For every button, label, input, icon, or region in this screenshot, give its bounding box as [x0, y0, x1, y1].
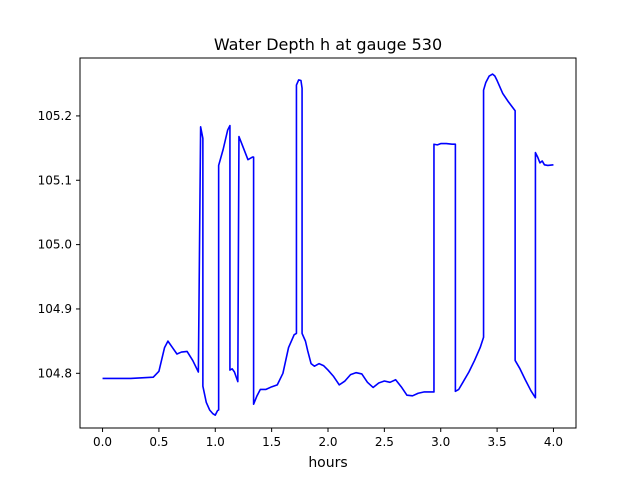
x-tick-label: 2.0	[318, 435, 337, 449]
x-tick-label: 0.0	[93, 435, 112, 449]
series-line	[102, 73, 554, 416]
plot-frame	[79, 57, 577, 429]
y-tick-label: 105.2	[38, 109, 72, 123]
y-tick-label: 104.9	[38, 302, 72, 316]
x-axis: 0.0 0.5 1.0 1.5 2.0 2.5 3.0 3.5 4.0	[93, 428, 563, 449]
chart-title: Water Depth h at gauge 530	[214, 35, 442, 54]
x-tick-label: 3.0	[431, 435, 450, 449]
x-tick-label: 1.0	[206, 435, 225, 449]
y-tick-label: 104.8	[38, 366, 72, 380]
x-tick-label: 0.5	[149, 435, 168, 449]
x-axis-label: hours	[308, 455, 347, 471]
x-tick-label: 1.5	[262, 435, 281, 449]
x-tick-label: 4.0	[544, 435, 563, 449]
y-axis: 104.8 104.9 105.0 105.1 105.2	[38, 109, 80, 380]
x-tick-label: 3.5	[488, 435, 507, 449]
y-tick-label: 105.1	[38, 173, 72, 187]
y-tick-label: 105.0	[38, 238, 72, 252]
plot-area	[102, 73, 554, 416]
x-tick-label: 2.5	[375, 435, 394, 449]
